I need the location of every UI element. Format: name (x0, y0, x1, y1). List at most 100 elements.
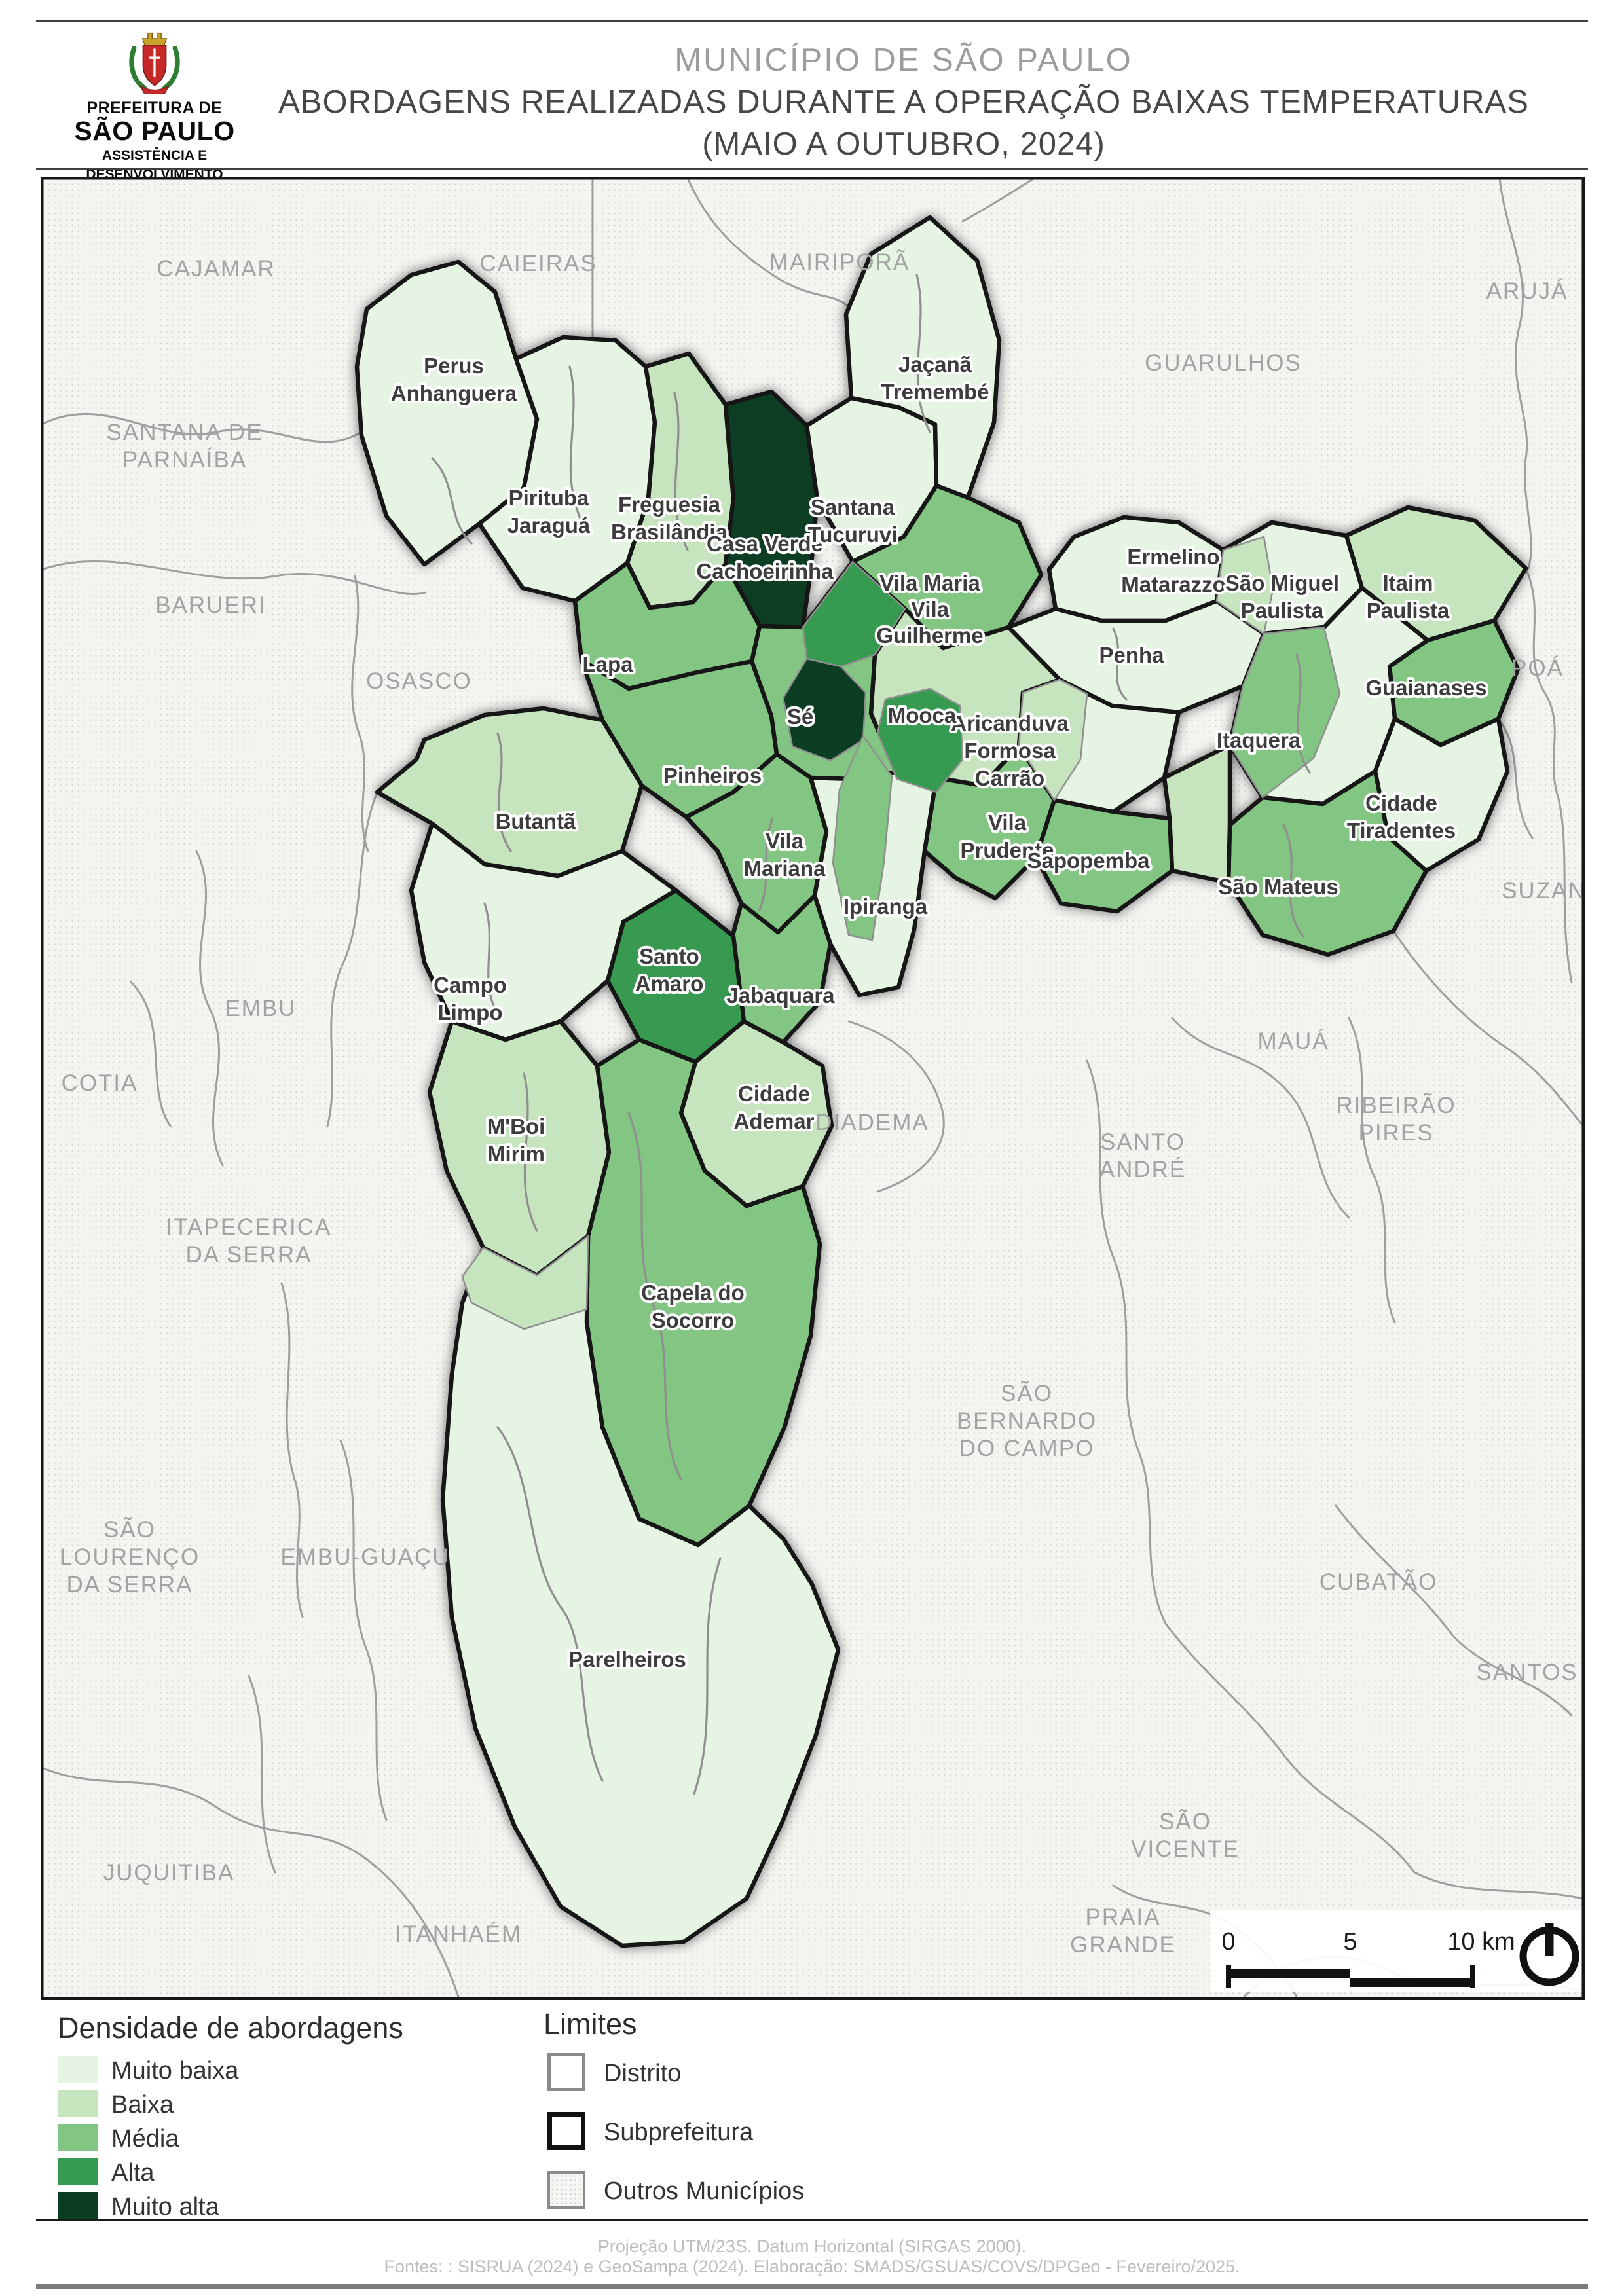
label-sao-lourenco-da-serra: SÃO LOURENÇO DA SERRA (60, 1517, 200, 1597)
label-praia-grande: PRAIA GRANDE (1070, 1904, 1176, 1958)
municipality-boundaries (41, 177, 1585, 1998)
label-sao-vicente: SÃO VICENTE (1131, 1809, 1240, 1862)
label-santos: SANTOS (1476, 1660, 1578, 1685)
district-cursino (832, 735, 893, 941)
label-mairipora: MAIRIPORÃ (769, 249, 910, 275)
district-cidade-lider (1228, 626, 1341, 799)
label-ermelino-matarazzo: Ermelino Matarazzo (1121, 545, 1226, 596)
prefeitura-logo: PREFEITURA DE SÃO PAULO ASSISTÊNCIA E DE… (71, 26, 238, 201)
label-sao-bernardo-do-campo: SÃO BERNARDO DO CAMPO (957, 1381, 1097, 1461)
label-penha: Penha (1099, 643, 1164, 667)
footer-projection: Projeção UTM/23S. Datum Horizontal (SIRG… (597, 2236, 1027, 2256)
label-itanhaem: ITANHAÉM (395, 1922, 522, 1947)
label-casa-verde-cachoeirinha: Casa Verde Cachoeirinha (696, 532, 834, 583)
sao-paulo-crest-icon (129, 32, 180, 96)
legend-symbol-distrito (547, 2053, 585, 2091)
label-capela-do-socorro: Capela do Socorro (641, 1281, 745, 1332)
label-mboi-mirim: M'Boi Mirim (487, 1114, 545, 1166)
legend-rule (36, 2219, 1588, 2221)
legend-label-subprefeitura: Subprefeitura (604, 2119, 754, 2146)
region-campo-limpo (409, 821, 678, 1042)
logo-line-2: SÃO PAULO (74, 116, 235, 146)
label-santana-de-parnaiba: SANTANA DE PARNAÍBA (106, 420, 263, 473)
logo-line-3: ASSISTÊNCIA E (101, 148, 208, 163)
page-title: ABORDAGENS REALIZADAS DURANTE A OPERAÇÃO… (278, 84, 1529, 120)
scale-tick-5: 5 (1343, 1928, 1357, 1956)
legend-swatch-alta (58, 2158, 98, 2185)
label-aricanduva-formosa-carrao: Aricanduva Formosa Carrão (951, 711, 1069, 790)
logo-line-1: PREFEITURA DE (86, 99, 223, 117)
legend-label-alta: Alta (111, 2159, 155, 2187)
district-mooca-centro (876, 687, 964, 793)
label-parelheiros: Parelheiros (568, 1647, 686, 1671)
label-sao-miguel-paulista: São Miguel Paulista (1225, 571, 1339, 623)
page-title-period: (MAIO A OUTUBRO, 2024) (702, 126, 1105, 162)
label-perus-anhanguera: Perus Anhanguera (391, 354, 517, 405)
page-subtitle: MUNICÍPIO DE SÃO PAULO (674, 43, 1133, 78)
label-aruja: ARUJÁ (1486, 278, 1568, 304)
label-ribeirao-pires: RIBEIRÃO PIRES (1336, 1093, 1456, 1146)
choropleth-map: Perus Anhanguera Pirituba Jaraguá Freguesi… (41, 177, 1585, 2000)
label-barueri: BARUERI (155, 592, 267, 618)
label-freguesia-brasilandia: Freguesia Brasilândia (611, 492, 728, 544)
region-parelheiros (440, 1233, 841, 1948)
legend-label-outros-municipios: Outros Municípios (604, 2178, 805, 2205)
label-guarulhos: GUARULHOS (1145, 350, 1302, 376)
district-grajau-norte (461, 1235, 589, 1330)
scale-tick-10km: 10 km (1447, 1928, 1515, 1956)
label-jacana-tremembe: Jaçanã Tremembé (881, 352, 989, 404)
label-pirituba-jaragua: Pirituba Jaraguá (507, 486, 591, 538)
label-vila-prudente: Vila Prudente (960, 811, 1054, 862)
district-sao-miguel-oeste (1215, 536, 1274, 635)
label-sao-mateus: São Mateus (1218, 875, 1338, 899)
label-campo-limpo: Campo Limpo (434, 973, 507, 1025)
region-jacana-tremembe (843, 215, 1002, 500)
label-osasco: OSASCO (366, 668, 472, 694)
label-itaim-paulista: Itaim Paulista (1367, 571, 1450, 623)
legend-swatch-media (58, 2124, 98, 2151)
legend-label-media: Média (111, 2125, 179, 2153)
label-itaquera: Itaquera (1217, 728, 1301, 752)
legend-density-title: Densidade de abordagens (58, 2011, 403, 2045)
label-cajamar: CAJAMAR (157, 256, 275, 282)
label-cidade-tiradentes: Cidade Tiradentes (1347, 791, 1456, 843)
label-cidade-ademar: Cidade Ademar (734, 1082, 815, 1133)
footer-sources: Fontes: : SISRUA (2024) e GeoSampa (2024… (384, 2257, 1240, 2276)
label-poa: POÁ (1511, 655, 1564, 681)
label-cotia: COTIA (62, 1070, 138, 1096)
label-suzano: SUZANO (1502, 878, 1585, 903)
scale-tick-0: 0 (1221, 1928, 1235, 1956)
label-lapa: Lapa (582, 652, 633, 676)
label-santana-tucuruvi: Santana Tucuruvi (808, 495, 898, 547)
label-sapopemba: Sapopemba (1027, 848, 1150, 873)
label-juquitiba: JUQUITIBA (103, 1860, 235, 1886)
label-butanta: Butantã (496, 809, 576, 833)
label-pinheiros: Pinheiros (663, 763, 762, 788)
top-rule (36, 20, 1588, 22)
district-boundaries (431, 274, 1311, 1795)
legend-label-baixa: Baixa (111, 2091, 174, 2119)
municipality-labels: CAJAMAR CAIEIRAS MAIRIPORÃ ARUJÁ GUARULH… (60, 249, 1585, 1958)
legend-label-muito-alta: Muito alta (111, 2193, 219, 2221)
label-diadema: DIADEMA (815, 1110, 929, 1135)
label-embu: EMBU (225, 996, 296, 1021)
header-rule (36, 168, 1588, 170)
label-mooca: Mooca (888, 703, 957, 727)
region-casa-verde-cachoeirinha (723, 389, 820, 630)
label-maua: MAUÁ (1257, 1029, 1329, 1054)
legend-swatch-muito-baixa (58, 2056, 98, 2083)
north-arrow-icon (1519, 1923, 1579, 1986)
legend-label-muito-baixa: Muito baixa (111, 2057, 239, 2085)
label-santo-amaro: Santo Amaro (635, 944, 704, 996)
label-vila-mariana: Vila Mariana (744, 829, 826, 881)
district-accents (461, 536, 1341, 1330)
legend-symbol-outros-municipios (547, 2171, 585, 2209)
label-cubatao: CUBATÃO (1320, 1569, 1438, 1595)
region-sapopemba (1033, 797, 1175, 914)
legend-symbol-subprefeitura (547, 2112, 585, 2150)
sao-paulo-city (354, 215, 1528, 1948)
map-frame (41, 177, 1585, 2000)
label-vila-maria-vila-guilherme: Vila Maria Vila Guilherme (876, 571, 983, 647)
label-guaianases: Guaianases (1365, 676, 1486, 700)
